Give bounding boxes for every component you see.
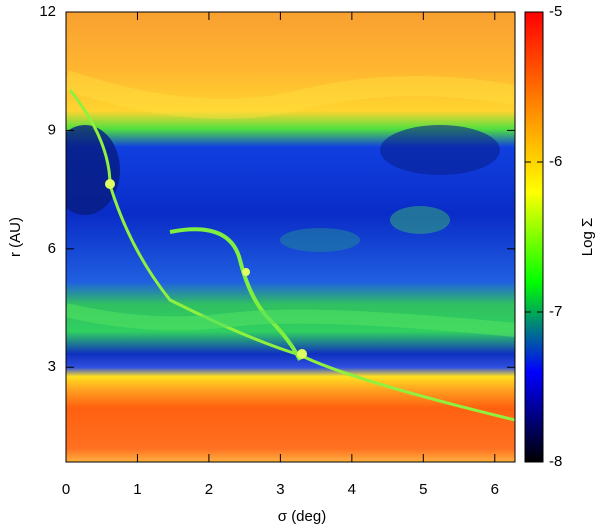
plot-frame: [65, 11, 516, 463]
x-tick-label: 2: [205, 481, 213, 498]
colorbar-tick-label: -8: [549, 453, 562, 470]
green-patch: [390, 206, 450, 234]
x-tick-label: 1: [133, 481, 141, 498]
y-tick-label: 9: [48, 121, 56, 138]
spiral-arm: [68, 89, 515, 422]
y-tick-label: 12: [39, 3, 56, 20]
x-tick-label: 0: [62, 481, 70, 498]
x-tick-label: 4: [348, 481, 356, 498]
colorbar: [524, 11, 544, 463]
colorbar-tick-label: -7: [549, 303, 562, 320]
colorbar-tick-label: -6: [549, 153, 562, 170]
colorbar-tick-label: -5: [549, 3, 562, 20]
band: [66, 70, 515, 119]
clump: [297, 349, 307, 359]
density-map: [66, 12, 515, 462]
y-tick-label: 6: [48, 240, 56, 257]
y-axis-label: r (AU): [7, 217, 24, 257]
dark-region: [380, 125, 500, 175]
colorbar-label: Log Σ: [579, 218, 596, 256]
x-tick-label: 6: [491, 481, 499, 498]
clump: [242, 268, 250, 276]
green-patch: [280, 228, 360, 252]
x-axis-label: σ (deg): [278, 508, 326, 525]
x-tick-label: 3: [276, 481, 284, 498]
spiral-arm: [169, 227, 302, 361]
band: [66, 303, 515, 337]
dark-region: [66, 125, 120, 215]
clump: [105, 179, 115, 189]
x-tick-label: 5: [419, 481, 427, 498]
y-tick-label: 3: [48, 358, 56, 375]
